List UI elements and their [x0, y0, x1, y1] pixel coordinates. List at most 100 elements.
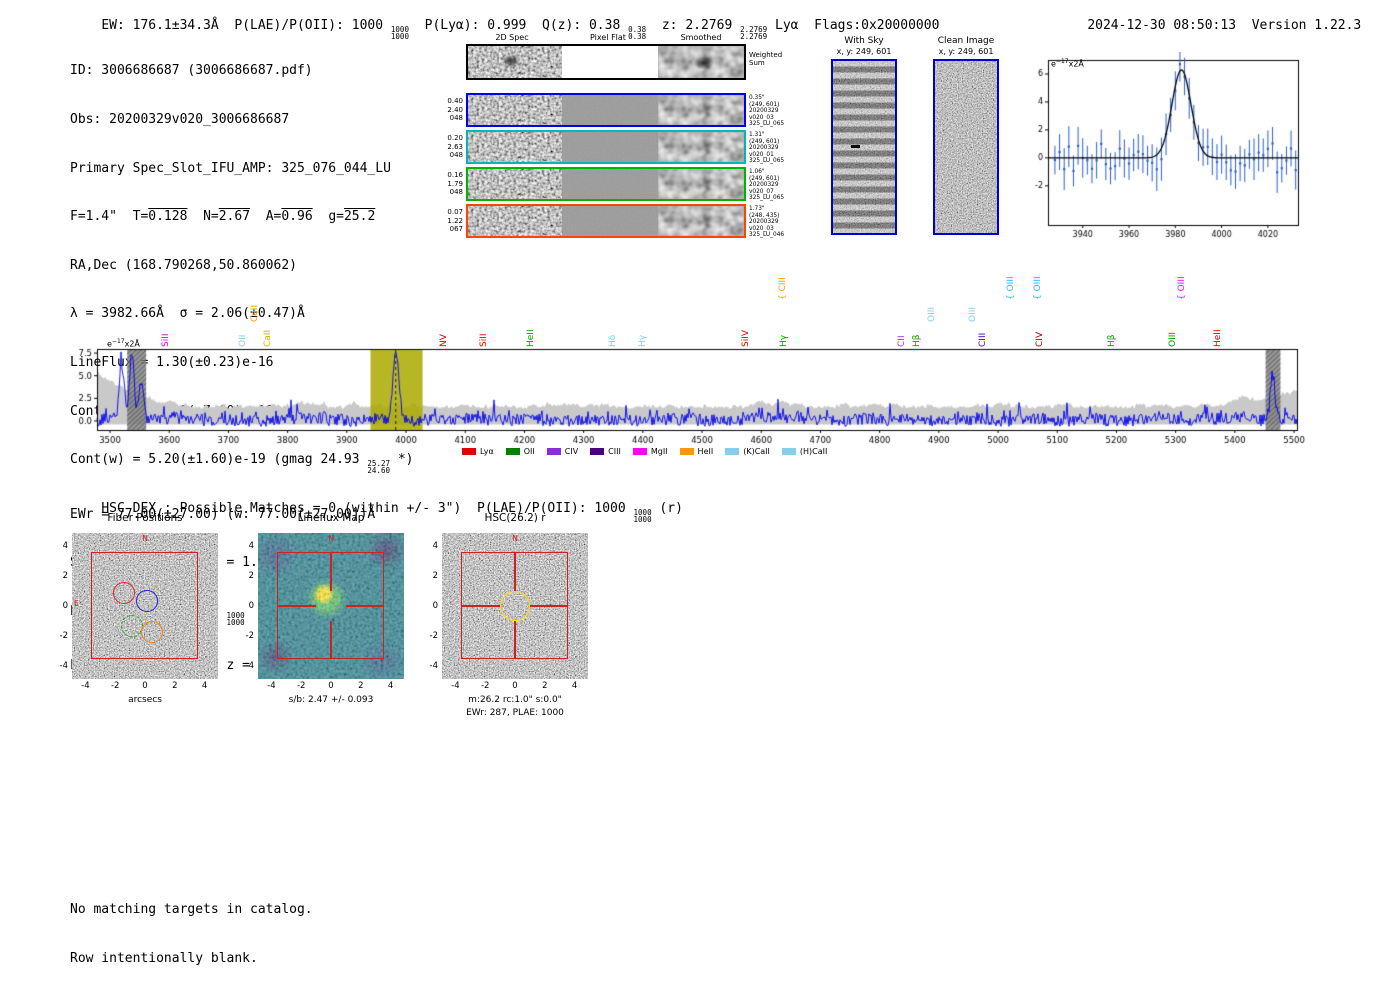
line-marker-oiii: { OIII: [1006, 276, 1017, 300]
report-datetime: 2024-12-30 08:50:13: [1087, 18, 1237, 33]
spec2d-row-3: 0.16 1.79 048 1.06" (249, 601) 20200329 v020_0…: [447, 167, 784, 201]
withsky-cutout-image: [831, 59, 897, 235]
zoom-plot-unit-label: e−17x2Å: [1051, 58, 1084, 69]
fraction-top: 2.2769: [740, 25, 768, 34]
legend-item-ciii: CIII: [590, 447, 621, 456]
crosshair-right: [346, 605, 384, 607]
legend-swatch: [725, 448, 740, 455]
y-tick-label: 2: [62, 571, 68, 582]
unit-rest: x2Å: [124, 339, 140, 349]
y-tick-label: -4: [245, 660, 254, 671]
qz-fraction: 0.38 0.38: [628, 26, 646, 41]
plae-fraction: 1000 1000: [226, 612, 245, 627]
spectrum-legend: Lyα OII CIV CIII MgII HeII (K)CaII (H)CaII: [462, 447, 827, 456]
header-line-type-flags: Lyα Flags:0x20000000: [767, 18, 940, 33]
crosshair-bottom: [330, 621, 332, 659]
header-ew-plae: EW: 176.1±34.3Å P(LAE)/P(OII): 1000: [101, 18, 391, 33]
spec2d-row-right-labels: 1.73" (248, 435) 20200329 v020_03 325_LU_046: [749, 206, 785, 238]
x-tick-label: 2: [172, 681, 178, 691]
y-tick-label: -2: [59, 630, 68, 641]
legend-item-ly: Lyα: [462, 447, 494, 456]
header-plya-qz: P(Lyα): 0.999 Q(z): 0.38: [408, 18, 629, 33]
seeing-text: F=1.4" T=: [70, 209, 149, 225]
legend-swatch: [632, 448, 647, 455]
spec2d-row-left-labels: 0.16 1.79 048: [447, 171, 463, 196]
dark-feature: [851, 145, 860, 148]
legend-label: (H)CaII: [799, 447, 828, 456]
x-tick-label: -2: [110, 681, 120, 691]
x-tick-label: -2: [480, 681, 490, 691]
line-marker-ciii: { CIII: [777, 277, 788, 300]
fraction-top: 1000: [390, 25, 409, 34]
info-id: ID: 3006686687 (3006686687.pdf): [70, 63, 313, 79]
legend-swatch: [781, 448, 796, 455]
withsky-title: With Sky: [844, 36, 884, 46]
spec2d-weighted-sum-row: [466, 44, 746, 80]
fraction-top: 1000: [633, 508, 652, 517]
spec2d-smoothed-image: [658, 206, 744, 236]
line-marker-oiii: { OIII: [1176, 276, 1187, 300]
x-tick-label: 0: [142, 681, 148, 691]
fiber-circle-2: [136, 589, 159, 612]
report-version: Version 1.22.3: [1251, 18, 1362, 33]
legend-item-mgii: MgII: [632, 447, 668, 456]
spec2d-pixelflat-image: [562, 169, 658, 199]
col-header-smoothed: Smoothed: [680, 33, 722, 42]
fraction-bottom: 1000: [633, 515, 652, 524]
plae-fraction: 1000 1000: [390, 25, 409, 41]
ifu-aperture-box: [91, 552, 198, 659]
header-meta: 2024-12-30 08:50:13 Version 1.22.3: [1056, 3, 1361, 48]
seeing-text: g=: [312, 209, 344, 225]
seeing-n: 2.67: [218, 209, 251, 225]
source-blob: [694, 56, 715, 71]
source-blob: [500, 54, 521, 68]
x-tick-label: 0: [328, 681, 334, 691]
weighted-sum-line2: Sum: [749, 58, 765, 67]
info-radec: RA,Dec (168.790268,50.860062): [70, 257, 297, 273]
compass-north-label: N: [142, 534, 148, 543]
crosshair-left: [462, 605, 500, 607]
info-primary-slot: Primary Spec_Slot_IFU_AMP: 325_076_044_L…: [70, 160, 391, 176]
crosshair-top: [514, 553, 516, 591]
clean-title: Clean Image: [937, 36, 995, 46]
x-tick-label: 4: [571, 681, 578, 691]
seeing-throughput: 0.128: [148, 209, 188, 225]
info-seeing: F=1.4" T=0.128 N=2.67 A=0.96 g=25.2: [70, 209, 413, 225]
legend-swatch: [679, 448, 694, 455]
y-tick-label: -4: [429, 660, 438, 671]
compass-north-label: N: [328, 534, 334, 543]
contw-text: Cont(w) = 5.20(±1.60)e-19 (gmag 24.93: [70, 452, 368, 468]
footer-notes: No matching targets in catalog. Row inte…: [70, 870, 313, 1000]
plae-fraction: 1000 1000: [633, 508, 652, 524]
spec2d-smoothed-image: [658, 132, 744, 162]
info-ewr: EWr = 77.00(±27.00) (w: 77.00(±27.00))Å: [70, 506, 376, 522]
fiber-positions-xlabel: arcsecs: [128, 695, 162, 705]
weighted-2dspec-image: [468, 46, 562, 78]
x-tick-label: 4: [201, 681, 208, 691]
y-tick-label: 0: [62, 601, 68, 611]
hsc-match-text: HSC-DEX : Possible Matches = 0 (within +…: [101, 501, 634, 516]
spec2d-rows: 0.40 2.40 048 0.35" (249, 601) 20200329 v020_0…: [447, 93, 784, 241]
x-tick-label: 0: [512, 681, 518, 691]
y-tick-label: -4: [59, 660, 68, 671]
x-tick-label: -4: [81, 681, 90, 691]
weighted-pixelflat-blank: [562, 46, 658, 78]
crosshair-bottom: [514, 621, 516, 659]
spectrum-unit-label: e−17x2Å: [107, 338, 140, 349]
spacer: [1236, 18, 1252, 33]
spec2d-2dspec-image: [468, 169, 562, 199]
legend-item-hcaii: (H)CaII: [781, 447, 828, 456]
x-tick-label: -2: [296, 681, 306, 691]
spec2d-row-1: 0.40 2.40 048 0.35" (249, 601) 20200329 v020_0…: [447, 93, 784, 127]
legend-label: CIV: [564, 447, 579, 456]
spec2d-2dspec-image: [468, 206, 562, 236]
y-tick-label: 4: [432, 541, 438, 552]
gmag-fraction: 25.27 24.60: [367, 460, 390, 475]
x-tick-label: 2: [358, 681, 364, 691]
lineflux-map-xlabel: s/b: 2.47 +/- 0.093: [288, 695, 374, 705]
weighted-smoothed-image: [658, 46, 744, 78]
spec2d-smoothed-image: [658, 169, 744, 199]
line-fit-plot-canvas: [1035, 52, 1310, 247]
fraction-bottom: 1000: [226, 617, 245, 627]
spec2d-row-2: 0.20 2.63 048 1.31" (249, 601) 20200329 v020_0…: [447, 130, 784, 164]
